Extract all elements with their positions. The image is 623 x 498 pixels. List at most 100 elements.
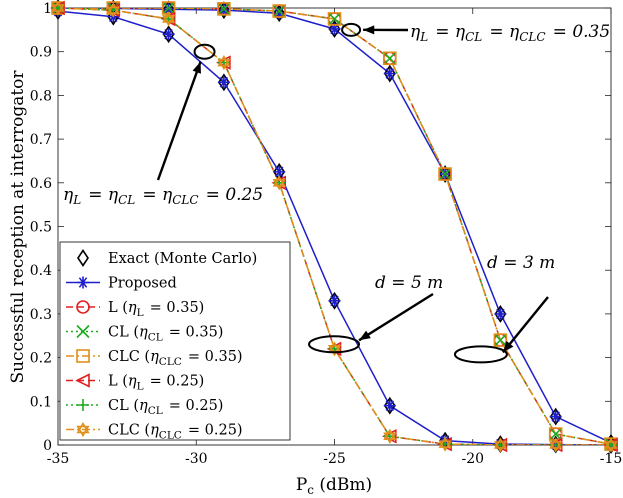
series-d5_025-hexagram-point bbox=[106, 2, 120, 18]
series-d5-asterisk-point bbox=[217, 76, 230, 89]
y-tick-label: 0.4 bbox=[30, 263, 52, 279]
series-d3-asterisk-point bbox=[328, 22, 341, 35]
y-tick-label: 0 bbox=[43, 438, 52, 454]
series-d3-diamond-point bbox=[549, 407, 562, 426]
series-d3-diamond-point bbox=[273, 4, 286, 23]
series-d3_035-x-point bbox=[217, 2, 231, 16]
annotations: ηL = ηCL = ηCLC = 0.35 ηL = ηCL = ηCLC = … bbox=[63, 22, 610, 364]
legend-label: CLC (ηCLC = 0.25) bbox=[108, 423, 243, 442]
ellipse-eta-035 bbox=[341, 22, 362, 37]
ellipse-eta-025 bbox=[193, 43, 216, 60]
series-d5_025-hexagram-point bbox=[493, 437, 507, 453]
series-d3_035-x-point bbox=[327, 12, 342, 26]
annotation-eta-025: ηL = ηCL = ηCLC = 0.25 bbox=[63, 185, 263, 207]
legend-entry: Proposed bbox=[66, 276, 177, 292]
series-d3-asterisk-point bbox=[217, 4, 230, 17]
legend-marker bbox=[77, 399, 89, 411]
series-d5-asterisk-point bbox=[162, 28, 175, 41]
legend-entry: CL (ηCL = 0.35) bbox=[66, 325, 223, 344]
y-tick-label: 0.5 bbox=[30, 220, 52, 236]
series-d5-diamond-point bbox=[217, 73, 230, 92]
series-d5_025-hexagram-point bbox=[438, 436, 452, 452]
series-d5_025-hexagram-point bbox=[162, 11, 176, 27]
legend-marker bbox=[76, 324, 90, 339]
y-tick-label: 0.3 bbox=[30, 307, 52, 323]
y-tick-label: 0.2 bbox=[30, 351, 52, 367]
legend-label: CLC (ηCLC = 0.35) bbox=[108, 349, 243, 368]
series-d5_025-hexagram-point bbox=[272, 175, 286, 191]
legend-entry: CLC (ηCLC = 0.35) bbox=[66, 349, 243, 368]
legend-label: Proposed bbox=[108, 276, 177, 292]
series-d5_025-hexagram-point bbox=[383, 428, 397, 444]
series-d5_025-hexagram-point bbox=[217, 55, 231, 71]
series-d3_035-x-point bbox=[383, 51, 397, 65]
series-d3-asterisk-point bbox=[494, 307, 507, 320]
legend-entry: CL (ηCL = 0.25) bbox=[66, 398, 223, 417]
arrow-eta-035-head bbox=[363, 25, 375, 35]
data-markers bbox=[50, 0, 618, 454]
series-d3-asterisk-point bbox=[383, 67, 396, 80]
legend-entry: CLC (ηCLC = 0.25) bbox=[66, 421, 243, 442]
x-tick-label: -30 bbox=[185, 451, 208, 467]
series-d3_035-square-point bbox=[382, 51, 397, 66]
y-tick-label: 0.7 bbox=[30, 132, 52, 148]
y-tick-label: 0.8 bbox=[30, 88, 52, 104]
series-d3_035-x-point bbox=[272, 4, 286, 18]
x-tick-label: -20 bbox=[461, 451, 484, 467]
series-d3_035-square-point bbox=[272, 4, 287, 18]
legend-marker bbox=[76, 421, 90, 438]
x-tick-label: -15 bbox=[600, 451, 623, 467]
series-d5-diamond-point bbox=[162, 25, 175, 44]
legend-label: CL (ηCL = 0.25) bbox=[108, 398, 223, 417]
series-d5-diamond-point bbox=[383, 396, 396, 415]
annotation-d3: d = 3 m bbox=[487, 253, 555, 273]
series-d3-diamond-point bbox=[328, 20, 341, 38]
y-tick-label: 0.1 bbox=[30, 394, 52, 410]
annotation-eta-035: ηL = ηCL = ηCLC = 0.35 bbox=[410, 22, 610, 44]
series-d3-asterisk-point bbox=[549, 410, 562, 423]
series-d3_035-x-point bbox=[493, 333, 507, 347]
y-axis-label: Successful reception at interrogator bbox=[8, 70, 28, 384]
series-d5-asterisk-point bbox=[273, 165, 286, 178]
ellipse-d3 bbox=[453, 345, 508, 364]
legend: Exact (Monte Carlo) Proposed L (ηL = 0.35)… bbox=[59, 241, 291, 442]
y-tick-label: 0.9 bbox=[30, 45, 52, 61]
y-tick-label: 0.6 bbox=[30, 176, 52, 192]
legend-entry: Exact (Monte Carlo) bbox=[77, 249, 257, 267]
series-d3-diamond-point bbox=[494, 304, 507, 323]
arrow-d3 bbox=[501, 296, 549, 354]
legend-marker bbox=[75, 373, 90, 388]
arrow-d5 bbox=[358, 292, 434, 342]
series-d3-diamond-point bbox=[383, 64, 396, 83]
legend-marker bbox=[77, 249, 89, 267]
arrow-eta-025-head bbox=[192, 61, 201, 74]
x-tick-label: -25 bbox=[323, 451, 346, 467]
legend-marker bbox=[76, 300, 90, 314]
x-axis: -35 -30 -25 -20 -15 bbox=[47, 8, 623, 467]
series-d3_035-square-point bbox=[438, 167, 452, 181]
y-tick-label: 1 bbox=[43, 1, 52, 17]
series-d3_035-square-point bbox=[327, 12, 342, 26]
series-d5_025-hexagram-point bbox=[549, 437, 563, 453]
series-d5-asterisk-point bbox=[328, 294, 341, 307]
annotation-d5: d = 5 m bbox=[375, 273, 443, 293]
arrow-d5-head bbox=[359, 330, 371, 341]
series-d5_025-hexagram-point bbox=[604, 437, 618, 453]
ellipse-d5 bbox=[308, 335, 361, 354]
series-d3-asterisk-point bbox=[162, 3, 175, 16]
legend-label: CL (ηCL = 0.35) bbox=[108, 325, 223, 344]
arrow-d3-head bbox=[502, 340, 514, 353]
series-d5-diamond-point bbox=[328, 291, 341, 310]
x-tick-label: -35 bbox=[47, 451, 70, 467]
series-d3_035-x-point bbox=[438, 167, 452, 181]
series-d5_025-hexagram-point bbox=[51, 0, 65, 16]
series-d3-diamond-point bbox=[217, 1, 230, 20]
series-d3-asterisk-point bbox=[273, 7, 286, 20]
arrow-eta-025 bbox=[156, 61, 202, 181]
series-d3_035-x-point bbox=[549, 427, 563, 441]
x-axis-label: Pc (dBm) bbox=[296, 475, 372, 497]
legend-box bbox=[59, 241, 291, 441]
legend-entry: L (ηL = 0.25) bbox=[66, 373, 204, 393]
series-d3_035-square-point bbox=[493, 333, 508, 347]
